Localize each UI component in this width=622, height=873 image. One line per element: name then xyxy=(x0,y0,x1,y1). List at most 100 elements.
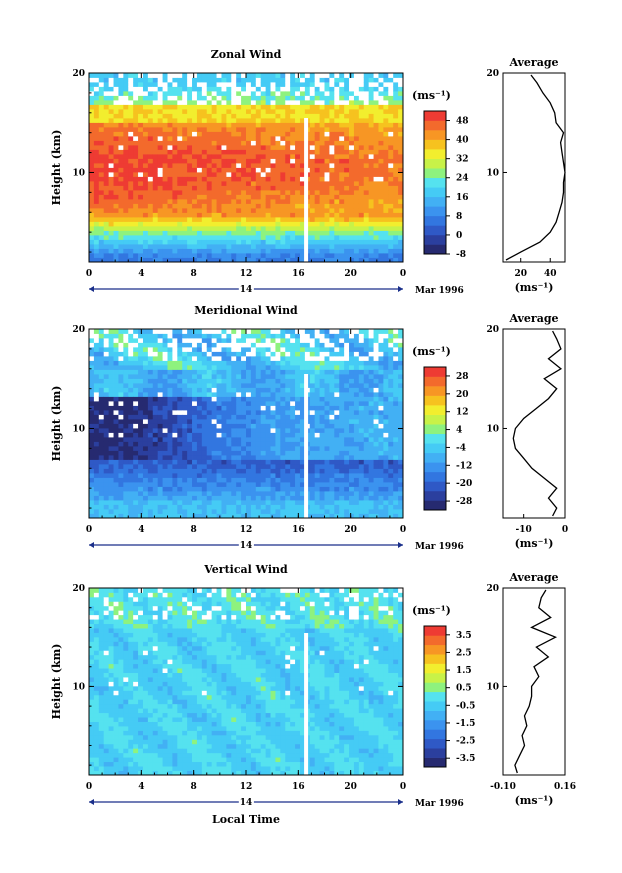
heatmap-cell xyxy=(285,513,291,519)
heatmap-cell xyxy=(270,118,276,123)
heatmap-cell xyxy=(299,455,306,460)
heatmap-cell xyxy=(231,77,237,83)
heatmap-cell xyxy=(177,333,183,339)
heatmap-cell xyxy=(275,109,281,114)
heatmap-cell xyxy=(133,217,139,222)
heatmap-cell xyxy=(113,383,119,388)
heatmap-cell xyxy=(319,77,325,83)
heatmap-cell xyxy=(368,149,374,155)
heatmap-cell xyxy=(162,347,168,352)
heatmap-cell xyxy=(113,455,119,460)
heatmap-cell xyxy=(226,491,232,496)
heatmap-cell xyxy=(152,136,159,141)
heatmap-cell xyxy=(339,154,345,159)
heatmap-cell xyxy=(290,446,296,451)
heatmap-cell xyxy=(123,100,129,105)
heatmap-cell xyxy=(206,145,213,150)
heatmap-cell xyxy=(309,351,316,357)
heatmap-cell xyxy=(206,495,213,501)
heatmap-cell xyxy=(157,441,163,447)
heatmap-cell xyxy=(255,244,262,249)
heatmap-cell xyxy=(309,473,316,478)
heatmap-cell xyxy=(309,513,316,519)
heatmap-cell xyxy=(93,136,100,141)
heatmap-cell xyxy=(241,77,247,83)
heatmap-cell xyxy=(211,338,217,343)
heatmap-cell xyxy=(157,491,163,496)
heatmap-cell xyxy=(270,450,276,456)
heatmap-cell xyxy=(108,145,114,150)
heatmap-cell xyxy=(378,122,384,128)
heatmap-cell xyxy=(196,491,203,496)
heatmap-cell xyxy=(113,235,119,240)
heatmap-cell xyxy=(201,329,208,334)
heatmap-cell xyxy=(211,82,217,87)
heatmap-cell xyxy=(324,118,330,123)
heatmap-cell xyxy=(89,387,95,393)
heatmap-cell xyxy=(260,113,267,119)
heatmap-cell xyxy=(250,428,257,433)
heatmap-cell xyxy=(236,342,242,348)
heatmap-cell xyxy=(334,221,340,227)
heatmap-cell xyxy=(187,495,193,501)
heatmap-cell xyxy=(299,446,306,451)
heatmap-cell xyxy=(339,333,345,339)
heatmap-cell xyxy=(373,167,379,173)
heatmap-cell xyxy=(211,244,217,249)
heatmap-cell xyxy=(324,338,330,343)
heatmap-cell xyxy=(285,217,291,222)
heatmap-cell xyxy=(388,190,394,195)
heatmap-cell xyxy=(358,100,365,105)
heatmap-cell xyxy=(250,127,257,132)
heatmap-cell xyxy=(167,235,173,240)
heatmap-cell xyxy=(265,446,271,451)
heatmap-cell xyxy=(216,383,222,388)
heatmap-cell xyxy=(182,396,188,402)
heatmap-cell xyxy=(265,127,271,132)
heatmap-cell xyxy=(138,342,144,348)
heatmap-cell xyxy=(393,190,399,195)
heatmap-cell xyxy=(295,167,301,173)
heatmap-cell xyxy=(206,468,213,474)
heatmap-cell xyxy=(255,118,262,123)
heatmap-cell xyxy=(192,136,198,141)
heatmap-cell xyxy=(324,77,330,83)
heatmap-cell xyxy=(290,387,296,393)
heatmap-cell xyxy=(275,104,281,110)
heatmap-cell xyxy=(98,109,105,114)
heatmap-cell xyxy=(172,221,178,227)
heatmap-cell xyxy=(319,513,325,519)
heatmap-cell xyxy=(280,239,286,245)
heatmap-cell xyxy=(182,235,188,240)
heatmap-cell xyxy=(363,181,370,186)
heatmap-cell xyxy=(103,392,110,397)
heatmap-cell xyxy=(147,495,154,501)
heatmap-cell xyxy=(270,338,276,343)
heatmap-cell xyxy=(216,140,222,146)
heatmap-cell xyxy=(290,104,296,110)
heatmap-cell xyxy=(295,154,301,159)
heatmap-cell xyxy=(177,441,183,447)
heatmap-cell xyxy=(285,149,291,155)
heatmap-cell xyxy=(221,477,227,483)
heatmap-cell xyxy=(250,257,257,263)
heatmap-cell xyxy=(108,491,114,496)
heatmap-cell xyxy=(128,181,134,186)
heatmap-cell xyxy=(167,163,173,168)
heatmap-cell xyxy=(329,136,335,141)
heatmap-cell xyxy=(196,149,203,155)
heatmap-cell xyxy=(236,513,242,519)
heatmap-cell xyxy=(206,504,213,510)
heatmap-cell xyxy=(393,118,399,123)
heatmap-cell xyxy=(162,221,168,227)
heatmap-cell xyxy=(295,73,301,78)
heatmap-cell xyxy=(182,383,188,388)
heatmap-cell xyxy=(103,414,110,420)
heatmap-cell xyxy=(142,203,149,209)
heatmap-cell xyxy=(250,190,257,195)
heatmap-cell xyxy=(280,86,286,92)
heatmap-cell xyxy=(226,104,232,110)
heatmap-cell xyxy=(133,441,139,447)
heatmap-cell xyxy=(206,423,213,429)
heatmap-cell xyxy=(118,477,124,483)
